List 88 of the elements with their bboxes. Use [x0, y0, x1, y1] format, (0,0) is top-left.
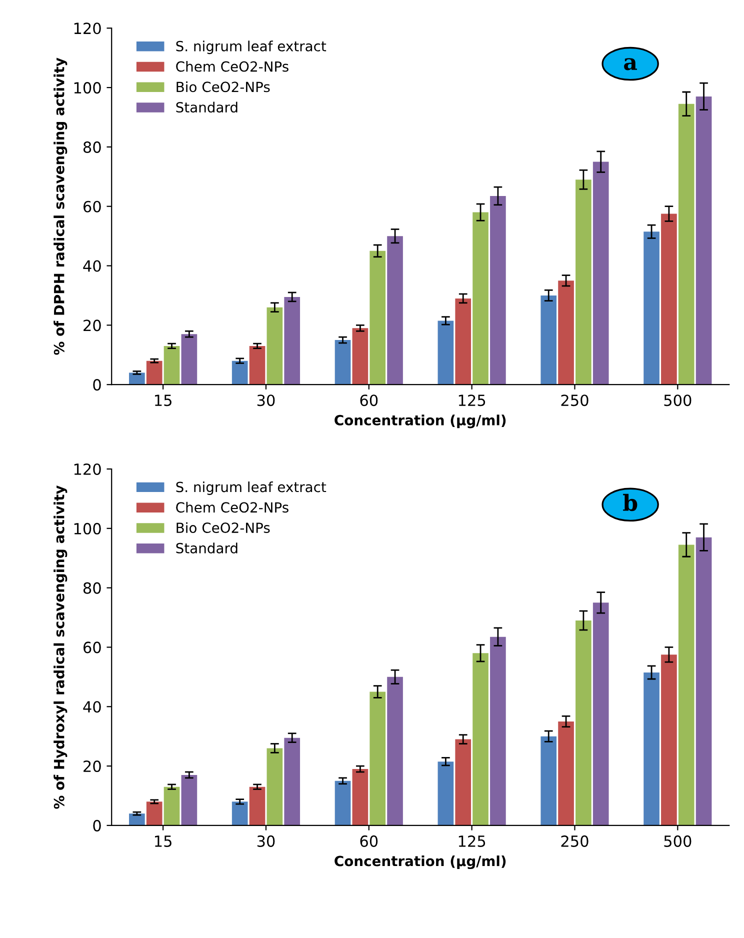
bar: [129, 814, 145, 826]
y-tick-label: 60: [84, 642, 101, 654]
bar: [558, 280, 574, 385]
bar: [438, 762, 454, 826]
bar: [576, 180, 592, 385]
legend-label: Bio CeO2-NPs: [176, 522, 270, 534]
bar: [232, 360, 248, 385]
bar: [164, 786, 180, 826]
bar: [455, 739, 472, 826]
x-tick-label: 500: [664, 394, 692, 406]
bar: [164, 346, 180, 385]
y-axis-title: % of DPPH radical scavenging activity: [54, 58, 68, 355]
y-tick-label: 40: [83, 260, 101, 272]
bar: [352, 328, 368, 385]
bar: [661, 654, 677, 826]
bar: [387, 236, 403, 385]
x-tick-label: 250: [561, 835, 588, 847]
bar: [334, 780, 351, 826]
bar: [181, 334, 198, 385]
legend-label: Bio CeO2-NPs: [176, 81, 270, 92]
bar: [249, 346, 266, 385]
y-axis-title: % of Hydroxyl radical scavenging activity: [54, 485, 68, 809]
legend-label: Standard: [176, 542, 238, 554]
x-tick-label: 250: [561, 394, 588, 406]
y-tick-label: 100: [74, 82, 101, 94]
bar: [661, 214, 677, 385]
bar: [472, 212, 488, 385]
y-tick-label: 120: [74, 463, 101, 476]
legend-label: S. nigrum leaf extract: [176, 40, 326, 54]
bar: [266, 307, 283, 385]
annotation: b: [623, 494, 638, 512]
x-axis-title: Concentration (µg/ml): [334, 856, 506, 870]
bar: [387, 676, 403, 826]
bar: [592, 602, 609, 826]
x-tick-label: 30: [257, 394, 275, 406]
bar: [558, 721, 574, 826]
x-tick-label: 30: [257, 835, 275, 847]
x-tick-label: 60: [360, 394, 378, 406]
bar: [129, 372, 145, 385]
bar: [490, 636, 506, 826]
bar: [232, 802, 248, 826]
x-tick-label: 60: [360, 835, 378, 847]
bar: [472, 653, 488, 826]
bar: [592, 162, 609, 385]
y-tick-label: 0: [93, 820, 101, 832]
y-tick-label: 20: [84, 760, 101, 772]
bar: [146, 802, 162, 826]
bar: [438, 320, 454, 385]
bar: [540, 736, 557, 826]
bar: [644, 232, 660, 385]
bar: [146, 360, 162, 385]
bar: [334, 340, 351, 385]
legend-label: Chem CeO2-NPs: [176, 502, 288, 513]
y-tick-label: 100: [74, 522, 101, 534]
x-tick-label: 15: [155, 836, 172, 847]
bar: [352, 769, 368, 826]
bar: [678, 544, 694, 826]
y-tick-label: 0: [93, 379, 101, 391]
y-tick-label: 120: [74, 22, 101, 34]
y-tick-label: 60: [84, 200, 101, 212]
bar: [266, 748, 283, 826]
bar: [576, 620, 592, 826]
annotation: a: [624, 58, 638, 70]
x-tick-label: 125: [458, 835, 486, 847]
bar: [370, 692, 386, 826]
bar: [644, 672, 660, 826]
bar: [284, 296, 300, 385]
bar: [540, 295, 557, 385]
legend-label: Chem CeO2-NPs: [176, 61, 288, 72]
bar: [181, 774, 198, 826]
legend-label: Standard: [176, 102, 238, 113]
y-tick-label: 80: [83, 582, 101, 594]
legend-label: S. nigrum leaf extract: [176, 482, 326, 495]
bar: [696, 96, 712, 385]
bar: [249, 786, 266, 826]
bar: [370, 250, 386, 385]
bar: [284, 738, 300, 826]
x-tick-label: 500: [664, 835, 692, 847]
bar: [490, 196, 506, 385]
bar: [678, 104, 694, 385]
y-tick-label: 20: [84, 320, 101, 332]
y-tick-label: 80: [83, 141, 101, 153]
x-tick-label: 15: [155, 394, 172, 406]
x-axis-title: Concentration (µg/ml): [334, 414, 506, 428]
bar: [696, 537, 712, 826]
bar: [455, 298, 472, 385]
y-tick-label: 40: [83, 701, 101, 713]
x-tick-label: 125: [458, 394, 486, 406]
